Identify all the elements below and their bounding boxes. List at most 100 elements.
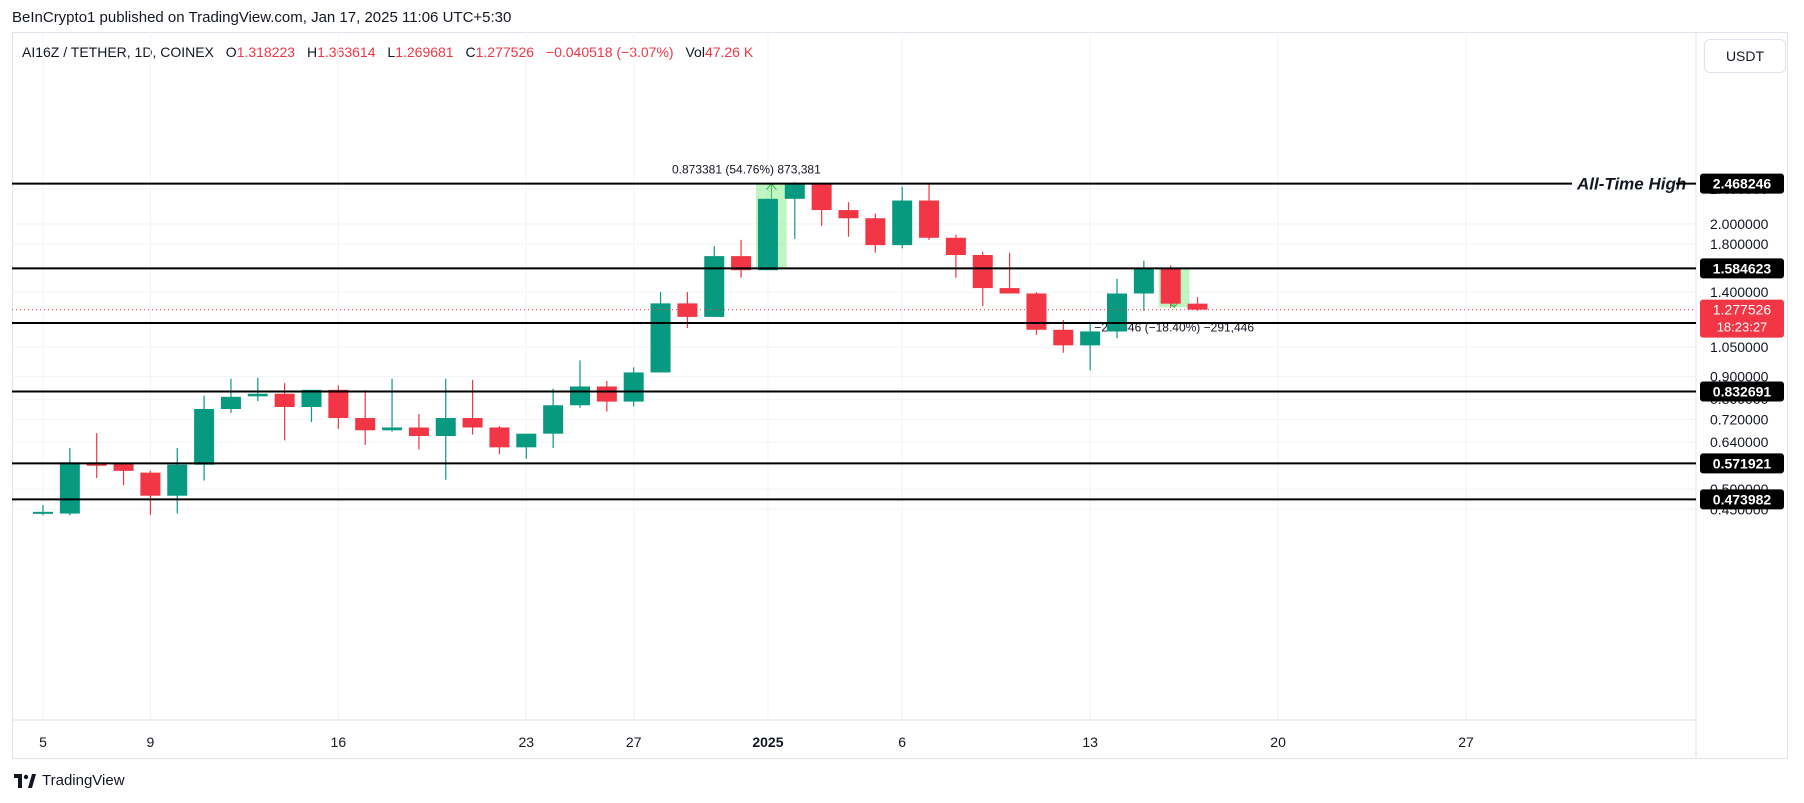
candle-up bbox=[247, 377, 268, 402]
price-level-label: 2.468246 bbox=[1713, 176, 1772, 192]
candle-down bbox=[1053, 320, 1074, 353]
x-tick-label: 20 bbox=[1270, 734, 1286, 750]
candle-body bbox=[1187, 303, 1208, 310]
candle-body bbox=[59, 462, 80, 514]
y-tick-label: 0.640000 bbox=[1710, 434, 1769, 450]
y-tick-label: 2.000000 bbox=[1710, 216, 1769, 232]
candle-body bbox=[435, 418, 456, 436]
candle-down bbox=[328, 385, 349, 429]
measure-label: 0.873381 (54.76%) 873,381 bbox=[672, 163, 821, 177]
candle-body bbox=[274, 393, 295, 407]
candle-body bbox=[919, 200, 940, 238]
candle-up bbox=[1107, 278, 1127, 339]
candle-body bbox=[838, 210, 859, 219]
candle-up bbox=[570, 360, 590, 408]
candle-body bbox=[489, 427, 510, 448]
candle-up bbox=[892, 186, 913, 249]
x-tick-label: 16 bbox=[331, 734, 347, 750]
candle-body bbox=[570, 386, 590, 406]
price-level-badge bbox=[1700, 173, 1784, 194]
candle-body bbox=[516, 433, 537, 448]
current-price-badge: 1.277526 18:23:27 bbox=[1700, 299, 1784, 338]
volume-value: 47.26 K bbox=[704, 44, 754, 60]
candle-body bbox=[704, 256, 725, 317]
close-label: C bbox=[465, 44, 476, 60]
candle-up bbox=[167, 447, 188, 514]
candle-down bbox=[972, 251, 993, 307]
price-levels: 2.4682461.5846231.1913390.8326910.571921… bbox=[12, 173, 1784, 510]
high-label: H bbox=[306, 44, 318, 60]
candle-up bbox=[543, 388, 564, 448]
candle-body bbox=[811, 184, 832, 211]
x-tick-label: 27 bbox=[1458, 734, 1474, 750]
symbol-header: AI16Z / TETHER, 1D, COINEX O1.318223 H1.… bbox=[22, 44, 753, 60]
currency-button[interactable]: USDT bbox=[1704, 39, 1786, 73]
candle-body bbox=[784, 184, 805, 199]
x-tick-label: 6 bbox=[898, 734, 906, 750]
candle-body bbox=[33, 511, 53, 514]
y-tick-label: 1.800000 bbox=[1710, 236, 1769, 252]
y-tick-label: 0.720000 bbox=[1710, 411, 1769, 427]
candle-body bbox=[301, 389, 322, 407]
candle-down bbox=[945, 234, 966, 278]
candle-body bbox=[945, 237, 966, 255]
ath-annotation: All-Time High bbox=[1576, 175, 1686, 194]
candle-body bbox=[543, 405, 564, 434]
tradingview-icon bbox=[14, 773, 36, 788]
price-level-badge bbox=[1700, 381, 1784, 402]
price-level-badge bbox=[1700, 453, 1784, 474]
candle-up bbox=[1080, 323, 1101, 371]
current-price-badge-bg bbox=[1700, 299, 1784, 338]
candle-up bbox=[59, 447, 80, 516]
low-value: 1.269681 bbox=[395, 44, 454, 60]
tradingview-logo[interactable]: TradingView bbox=[14, 772, 125, 789]
x-tick-label: 9 bbox=[147, 734, 155, 750]
candle-up bbox=[435, 378, 456, 480]
current-price-label: 1.277526 bbox=[1713, 302, 1772, 318]
x-tick-label: 13 bbox=[1082, 734, 1098, 750]
candle-down bbox=[274, 383, 295, 441]
candle-down bbox=[838, 202, 859, 237]
y-tick-label: 0.900000 bbox=[1710, 369, 1769, 385]
chart-frame bbox=[12, 32, 1788, 759]
candle-body bbox=[892, 200, 913, 246]
ath-annotation-bg bbox=[1572, 172, 1694, 195]
candle-body bbox=[677, 303, 698, 317]
x-tick-label: 27 bbox=[626, 734, 642, 750]
candle-body bbox=[596, 386, 617, 402]
candle-up bbox=[623, 367, 644, 407]
grid-lines bbox=[12, 32, 1696, 720]
symbol-title[interactable]: AI16Z / TETHER, 1D, COINEX bbox=[22, 44, 214, 60]
candle-down bbox=[731, 239, 752, 278]
price-level-badge bbox=[1700, 489, 1784, 510]
price-level-label: 0.473982 bbox=[1713, 491, 1772, 507]
candle-up bbox=[516, 433, 537, 459]
open-value: 1.318223 bbox=[236, 44, 296, 60]
candle-up bbox=[33, 505, 53, 516]
candle-body bbox=[113, 464, 134, 471]
candle-body bbox=[328, 389, 349, 419]
candle-body bbox=[1026, 293, 1047, 330]
candle-body bbox=[757, 198, 778, 271]
volume-label: Vol bbox=[685, 44, 705, 60]
candle-body bbox=[167, 464, 188, 496]
low-label: L bbox=[387, 44, 396, 60]
candle-down bbox=[999, 252, 1020, 294]
candle-down bbox=[140, 470, 161, 515]
candle-down bbox=[865, 213, 886, 253]
candle-up bbox=[194, 395, 215, 481]
candle-down bbox=[596, 380, 617, 412]
close-value: 1.277526 bbox=[475, 44, 535, 60]
x-tick-label: 5 bbox=[39, 734, 47, 750]
candle-down bbox=[462, 379, 483, 435]
candle-down bbox=[408, 414, 429, 450]
candle-down bbox=[113, 462, 134, 486]
candle-body bbox=[623, 372, 644, 402]
candle-body bbox=[650, 303, 671, 373]
candle-body bbox=[1107, 293, 1127, 332]
candle-down bbox=[1160, 265, 1181, 308]
candle-body bbox=[865, 218, 886, 246]
candle-down bbox=[355, 389, 376, 445]
x-tick-label: 2025 bbox=[752, 734, 783, 750]
